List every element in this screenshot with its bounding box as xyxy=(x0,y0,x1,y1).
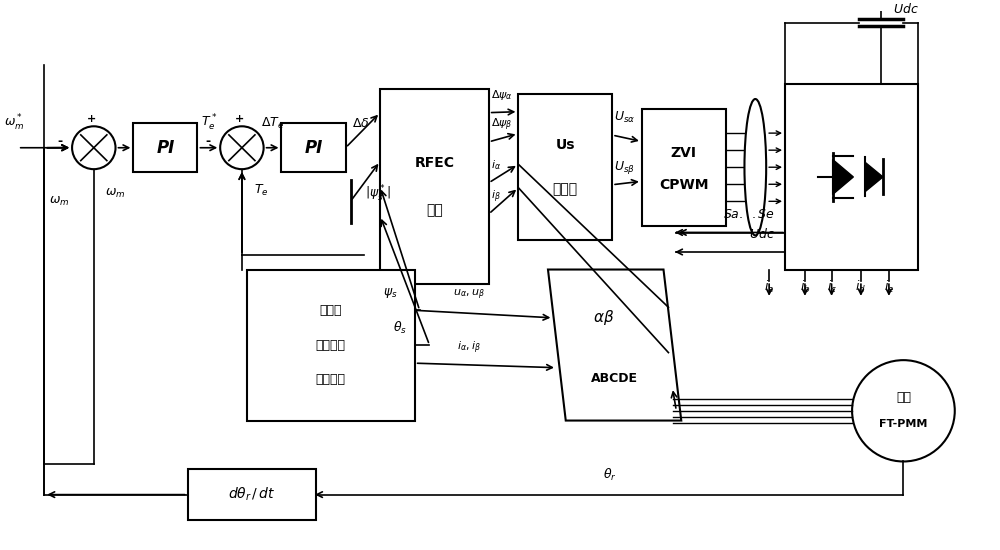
Text: $i_b$: $i_b$ xyxy=(800,279,810,295)
Text: $\theta_s$: $\theta_s$ xyxy=(393,320,407,335)
Text: $i_d$: $i_d$ xyxy=(855,279,866,295)
Bar xyxy=(642,109,726,226)
Text: $\Delta\psi_\alpha$: $\Delta\psi_\alpha$ xyxy=(491,88,513,102)
Text: $\omega_m^*$: $\omega_m^*$ xyxy=(4,113,24,134)
Polygon shape xyxy=(865,162,883,191)
Text: $\omega_m$: $\omega_m$ xyxy=(105,187,126,200)
Text: $\Delta T_e$: $\Delta T_e$ xyxy=(261,116,284,131)
Text: $i_e$: $i_e$ xyxy=(884,279,894,295)
Text: 模块: 模块 xyxy=(426,203,443,217)
Text: $Udc$: $Udc$ xyxy=(749,228,775,241)
Polygon shape xyxy=(548,270,681,421)
Text: $\alpha\beta$: $\alpha\beta$ xyxy=(593,309,615,327)
Text: -: - xyxy=(206,135,211,149)
Text: $i_\alpha, i_\beta$: $i_\alpha, i_\beta$ xyxy=(457,339,481,356)
Text: $\Delta\psi_\beta$: $\Delta\psi_\beta$ xyxy=(491,116,512,133)
Text: Us: Us xyxy=(556,138,575,152)
Text: $d\theta_r\,/\,dt$: $d\theta_r\,/\,dt$ xyxy=(228,486,276,503)
Text: PI: PI xyxy=(304,139,323,157)
Text: 定子磁链: 定子磁链 xyxy=(316,339,346,351)
Text: +: + xyxy=(235,114,245,124)
Text: $u_\alpha, u_\beta$: $u_\alpha, u_\beta$ xyxy=(453,288,485,302)
Text: $i_a$: $i_a$ xyxy=(764,279,774,295)
Text: $Udc$: $Udc$ xyxy=(893,2,919,16)
Text: $i_c$: $i_c$ xyxy=(827,279,837,295)
Text: PI: PI xyxy=(156,139,175,157)
Text: $i_\beta$: $i_\beta$ xyxy=(491,188,501,205)
Bar xyxy=(785,84,918,270)
Text: 五相: 五相 xyxy=(896,390,911,404)
Text: -: - xyxy=(58,135,63,149)
Ellipse shape xyxy=(744,99,766,235)
Text: $\psi_s$: $\psi_s$ xyxy=(383,286,397,300)
Text: $U_{s\beta}$: $U_{s\beta}$ xyxy=(614,159,635,175)
Text: $U_{s\alpha}$: $U_{s\alpha}$ xyxy=(614,110,635,125)
Text: $\Delta\delta$: $\Delta\delta$ xyxy=(352,117,369,130)
Text: 电磁转矩: 电磁转矩 xyxy=(316,373,346,386)
Text: ABCDE: ABCDE xyxy=(591,372,638,385)
Text: +: + xyxy=(87,114,96,124)
Text: $\theta_r$: $\theta_r$ xyxy=(603,467,617,483)
Text: $|\psi_s^*|$: $|\psi_s^*|$ xyxy=(365,184,391,204)
Text: $T_e^*$: $T_e^*$ xyxy=(201,113,217,134)
Polygon shape xyxy=(833,160,853,195)
Bar xyxy=(380,89,489,284)
Bar xyxy=(133,123,197,172)
Text: CPWM: CPWM xyxy=(659,178,708,192)
Bar xyxy=(281,123,346,172)
Bar xyxy=(518,94,612,240)
Text: $\omega_m$: $\omega_m$ xyxy=(49,195,69,208)
Text: 位置角: 位置角 xyxy=(320,304,342,317)
Text: 观测器: 观测器 xyxy=(553,182,578,196)
Circle shape xyxy=(220,126,264,169)
Text: $T_e$: $T_e$ xyxy=(254,183,269,198)
Text: $Sa...Se$: $Sa...Se$ xyxy=(723,208,775,222)
Text: ZVI: ZVI xyxy=(671,146,697,160)
Text: $i_\alpha$: $i_\alpha$ xyxy=(491,158,501,172)
Circle shape xyxy=(852,360,955,461)
Text: RFEC: RFEC xyxy=(414,156,454,170)
Circle shape xyxy=(72,126,116,169)
Text: FT-PMM: FT-PMM xyxy=(879,420,928,430)
Bar xyxy=(247,270,415,421)
Bar xyxy=(188,469,316,520)
